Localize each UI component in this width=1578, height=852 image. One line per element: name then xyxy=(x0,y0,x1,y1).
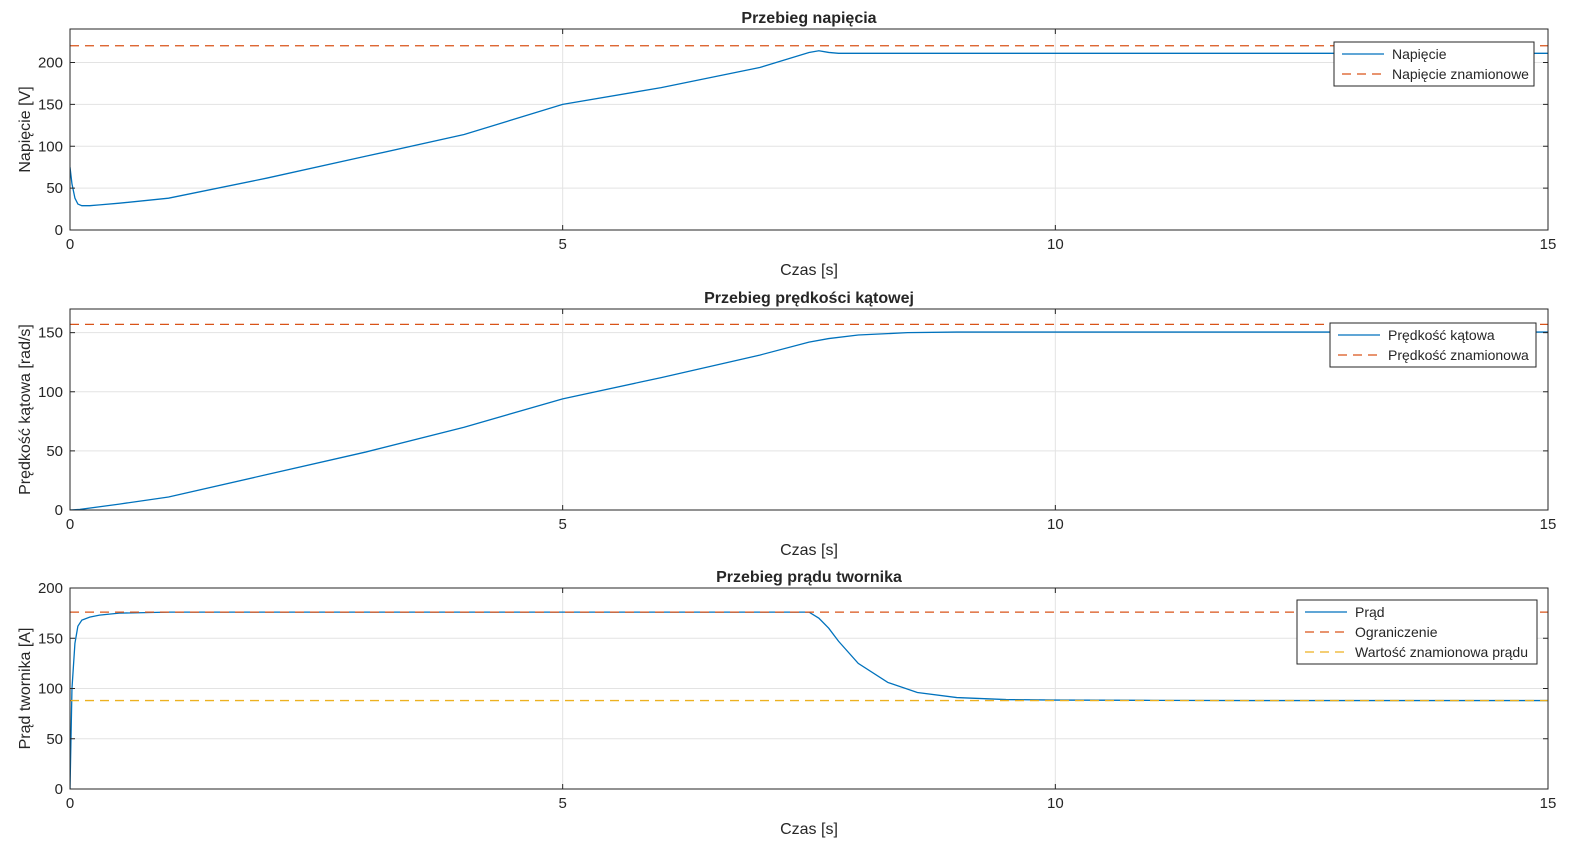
x-tick-label: 10 xyxy=(1047,516,1064,533)
y-tick-label: 100 xyxy=(38,384,63,401)
y-tick-label: 150 xyxy=(38,96,63,113)
series-line-1 xyxy=(70,50,1548,207)
x-tick-label: 5 xyxy=(558,236,566,253)
y-tick-label: 200 xyxy=(38,580,63,597)
x-axis-label: Czas [s] xyxy=(780,821,838,838)
x-tick-label: 15 xyxy=(1540,516,1557,533)
axes-box xyxy=(69,28,1549,231)
x-axis-label: Czas [s] xyxy=(780,262,838,279)
y-tick-label: 0 xyxy=(55,781,63,798)
y-tick-label: 0 xyxy=(55,502,63,519)
y-tick-label: 50 xyxy=(46,180,63,197)
y-tick-label: 50 xyxy=(46,443,63,460)
x-tick-label: 5 xyxy=(558,516,566,533)
series-line-1 xyxy=(70,331,1548,510)
legend-label-2: Ograniczenie xyxy=(1355,624,1438,640)
legend-label-2: Napięcie znamionowe xyxy=(1392,66,1529,82)
x-tick-label: 15 xyxy=(1540,236,1557,253)
y-tick-label: 150 xyxy=(38,325,63,342)
y-axis-label: Prędkość kątowa [rad/s] xyxy=(17,324,34,495)
plot-area xyxy=(70,309,1548,510)
plot-area xyxy=(70,29,1548,230)
y-axis-label: Prąd twornika [A] xyxy=(17,628,34,750)
y-axis-label: Napięcie [V] xyxy=(17,86,34,172)
x-tick-label: 10 xyxy=(1047,795,1064,812)
legend-box xyxy=(1333,41,1535,87)
y-tick-label: 50 xyxy=(46,731,63,748)
x-tick-label: 0 xyxy=(66,236,74,253)
y-tick-label: 0 xyxy=(55,222,63,239)
chart-title: Przebieg napięcia xyxy=(741,10,876,27)
legend-label-1: Prąd xyxy=(1355,604,1385,620)
chart-title: Przebieg prądu twornika xyxy=(716,569,902,586)
legend: Prędkość kątowa Prędkość znamionowa xyxy=(1329,322,1537,368)
x-tick-label: 0 xyxy=(66,795,74,812)
legend-label-1: Napięcie xyxy=(1392,46,1447,62)
y-tick-label: 100 xyxy=(38,681,63,698)
legend: Napięcie Napięcie znamionowe xyxy=(1333,41,1535,87)
y-tick-label: 100 xyxy=(38,138,63,155)
legend-label-3: Wartość znamionowa prądu xyxy=(1355,644,1528,660)
legend-label-2: Prędkość znamionowa xyxy=(1388,347,1529,363)
legend-box xyxy=(1329,322,1537,368)
x-tick-label: 15 xyxy=(1540,795,1557,812)
y-tick-label: 150 xyxy=(38,630,63,647)
x-tick-label: 10 xyxy=(1047,236,1064,253)
legend: Prąd Ograniczenie Wartość znamionowa prądu xyxy=(1296,599,1538,665)
x-tick-label: 0 xyxy=(66,516,74,533)
x-tick-label: 5 xyxy=(558,795,566,812)
y-tick-label: 200 xyxy=(38,55,63,72)
chart-title: Przebieg prędkości kątowej xyxy=(704,290,914,307)
x-axis-label: Czas [s] xyxy=(780,542,838,559)
axes-box xyxy=(69,308,1549,511)
legend-label-1: Prędkość kątowa xyxy=(1388,327,1495,343)
